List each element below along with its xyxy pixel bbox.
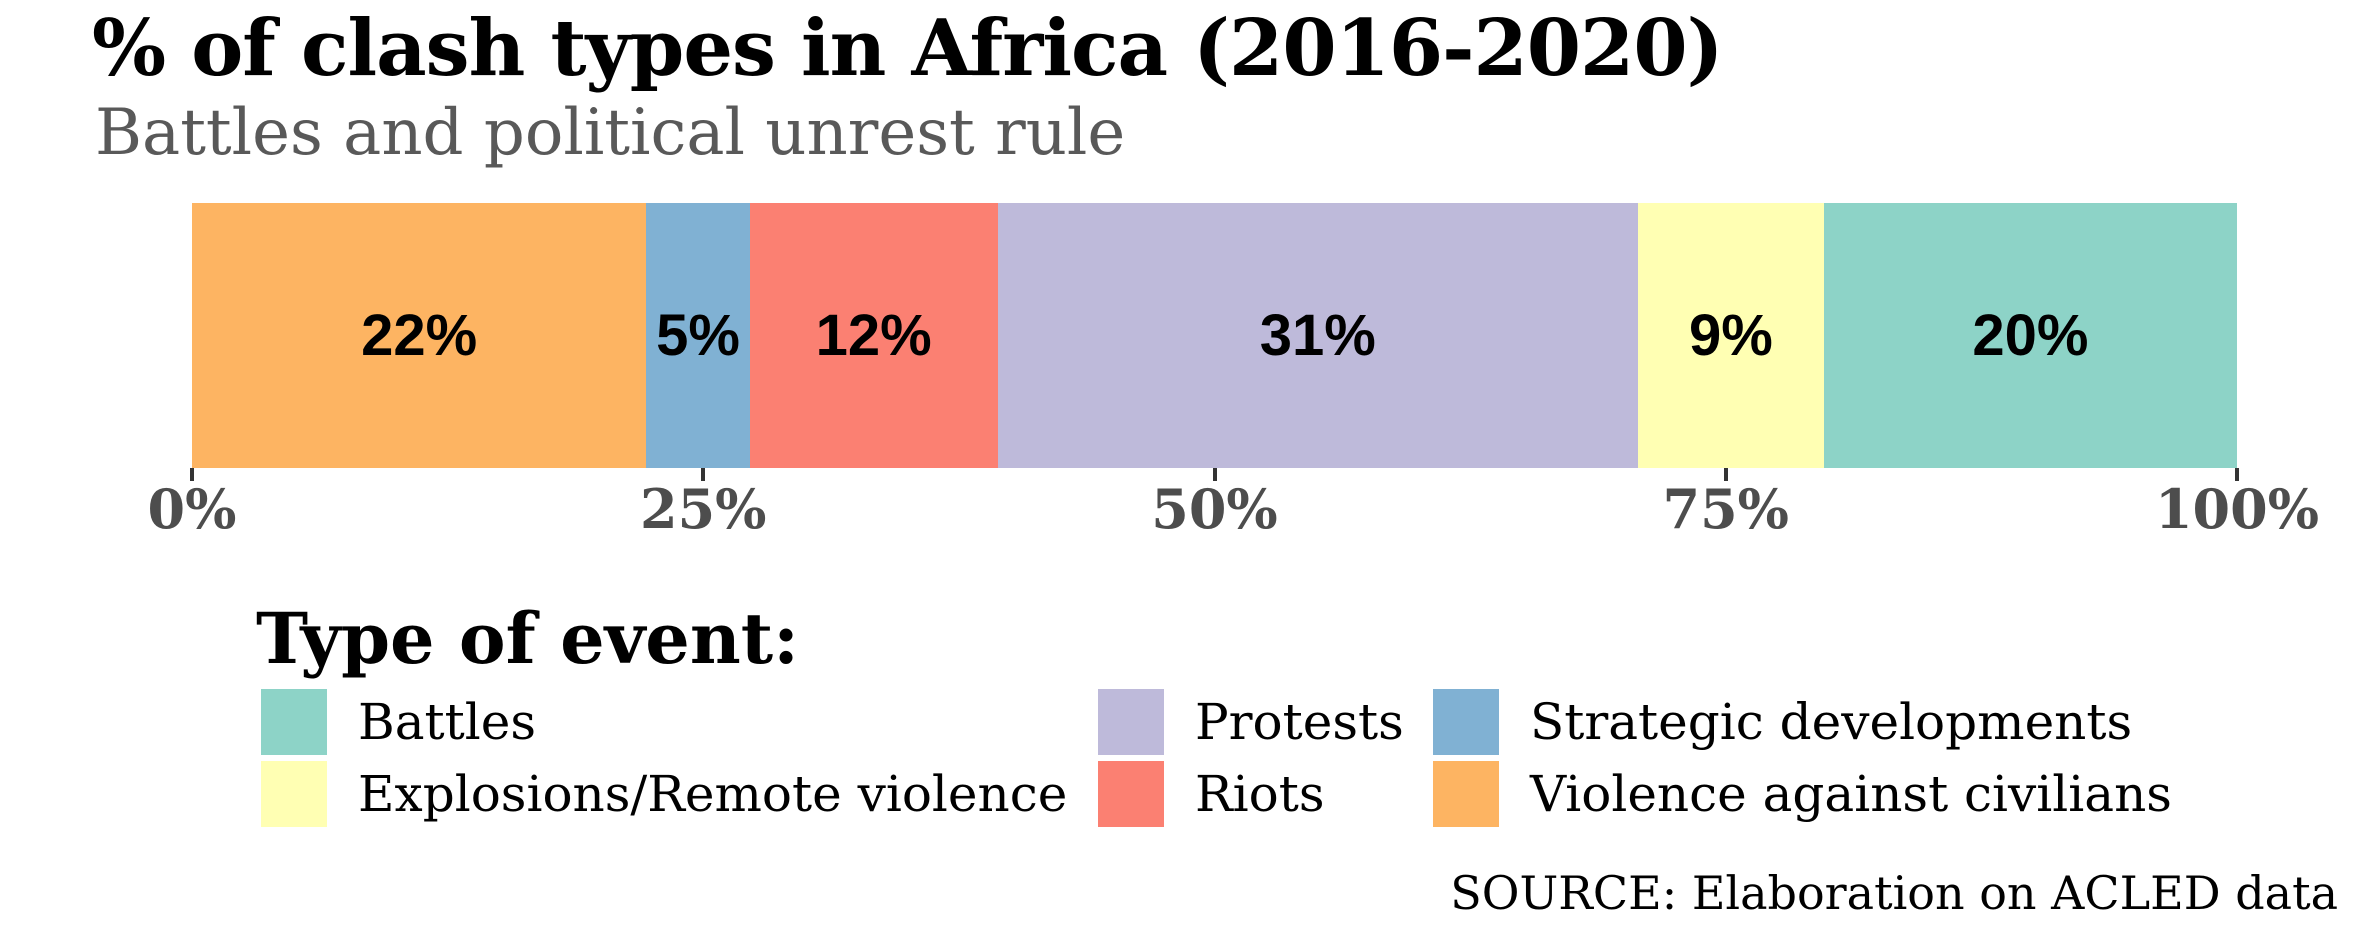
legend-title: Type of event: <box>256 597 799 680</box>
legend-swatch-protests <box>1098 689 1164 755</box>
x-axis-tick-label: 0% <box>147 477 237 541</box>
legend-label: Protests <box>1195 693 1404 751</box>
x-axis-tick-mark <box>701 468 706 481</box>
bar-segment-value-label: 31% <box>1259 303 1376 368</box>
legend-swatch-strategic-developments <box>1433 689 1499 755</box>
bar-segment-riots: 12% <box>749 203 998 468</box>
legend-item-riots: Riots <box>1098 761 1433 827</box>
x-axis-tick-mark <box>190 468 194 481</box>
legend-label: Violence against civilians <box>1530 765 2172 823</box>
legend-swatch-riots <box>1098 761 1164 827</box>
x-axis-tick-mark <box>1212 468 1217 481</box>
legend-label: Battles <box>358 693 536 751</box>
legend-label: Strategic developments <box>1530 693 2133 751</box>
legend-item-explosions-remote-violence: Explosions/Remote violence <box>261 761 1098 827</box>
bar-segment-violence-against-civilians: 22% <box>192 203 647 468</box>
bar-segment-value-label: 22% <box>361 303 478 368</box>
bar-segment-battles: 20% <box>1823 203 2237 468</box>
bar-segment-value-label: 5% <box>656 303 740 368</box>
chart-subtitle: Battles and political unrest rule <box>95 96 1126 170</box>
bar-segment-protests: 31% <box>997 203 1638 468</box>
stacked-bar: 22% 5% 12% 31% 9% 20% <box>192 203 2237 468</box>
x-axis-tick-mark <box>1723 468 1728 481</box>
legend-item-battles: Battles <box>261 689 1098 755</box>
legend-label: Explosions/Remote violence <box>358 765 1068 823</box>
legend-swatch-battles <box>261 689 327 755</box>
source-note: SOURCE: Elaboration on ACLED data <box>1450 866 2338 920</box>
legend-swatch-explosions-remote-violence <box>261 761 327 827</box>
x-axis-tick-label: 50% <box>1151 477 1278 541</box>
chart-title: % of clash types in Africa (2016-2020) <box>92 3 1724 94</box>
legend-item-strategic-developments: Strategic developments <box>1433 689 2172 755</box>
legend: Battles Protests Strategic developments Exp… <box>261 689 2172 827</box>
x-axis-tick-label: 25% <box>640 477 767 541</box>
bar-segment-value-label: 12% <box>815 303 932 368</box>
bar-segment-value-label: 20% <box>1972 303 2089 368</box>
x-axis-tick-mark <box>2235 468 2239 481</box>
legend-label: Riots <box>1195 765 1325 823</box>
legend-item-violence-against-civilians: Violence against civilians <box>1433 761 2172 827</box>
bar-segment-explosions-remote-violence: 9% <box>1637 203 1824 468</box>
x-axis-tick-label: 100% <box>2154 477 2320 541</box>
bar-segment-value-label: 9% <box>1688 303 1773 368</box>
bar-segment-strategic-developments: 5% <box>646 203 750 468</box>
x-axis-tick-label: 75% <box>1662 477 1789 541</box>
legend-swatch-violence-against-civilians <box>1433 761 1499 827</box>
legend-item-protests: Protests <box>1098 689 1433 755</box>
